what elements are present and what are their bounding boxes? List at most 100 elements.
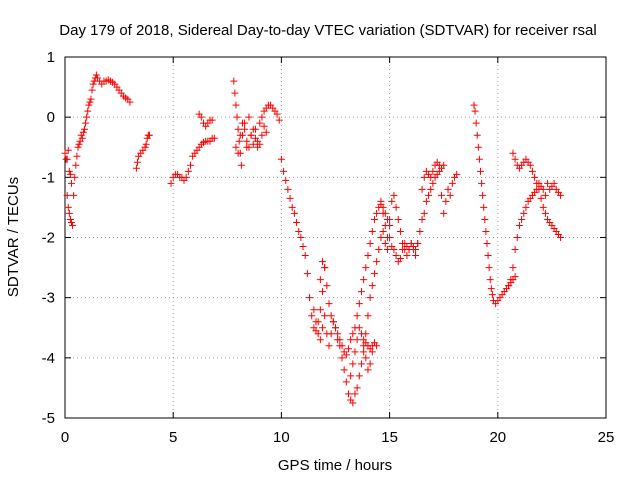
- data-point: [260, 122, 268, 130]
- data-point: [480, 203, 488, 211]
- data-point: [327, 330, 335, 338]
- data-point: [366, 360, 374, 368]
- data-point: [340, 366, 348, 374]
- data-point: [286, 194, 294, 202]
- data-point: [412, 252, 420, 260]
- data-point: [420, 173, 428, 181]
- data-point: [485, 264, 493, 272]
- data-point: [518, 215, 526, 223]
- data-point: [360, 276, 368, 284]
- data-point: [88, 86, 96, 94]
- data-point: [258, 131, 266, 139]
- data-point: [133, 158, 141, 166]
- data-point: [344, 345, 352, 353]
- data-point: [284, 185, 292, 193]
- data-point: [347, 336, 355, 344]
- y-tick-label: 0: [47, 109, 55, 126]
- data-point: [483, 240, 491, 248]
- data-point: [247, 131, 255, 139]
- data-point: [316, 306, 324, 314]
- data-point: [83, 113, 91, 121]
- data-point: [349, 399, 357, 407]
- data-point: [357, 288, 365, 296]
- data-point: [92, 71, 100, 79]
- data-point: [388, 197, 396, 205]
- data-point: [319, 288, 327, 296]
- data-point: [379, 203, 387, 211]
- data-point: [362, 264, 370, 272]
- y-axis-label: SDTVAR / TECUs: [5, 177, 22, 297]
- data-point: [386, 215, 394, 223]
- data-points: [61, 71, 565, 407]
- data-point: [232, 101, 240, 109]
- data-point: [197, 113, 205, 121]
- data-point: [509, 149, 517, 157]
- data-point: [357, 360, 365, 368]
- data-point: [349, 330, 357, 338]
- data-point: [306, 294, 314, 302]
- data-point: [78, 134, 86, 142]
- data-point: [379, 209, 387, 217]
- data-point: [526, 161, 534, 169]
- data-point: [435, 161, 443, 169]
- data-point: [89, 80, 97, 88]
- data-point: [301, 252, 309, 260]
- data-point: [442, 197, 450, 205]
- data-point: [471, 107, 479, 115]
- data-point: [418, 185, 426, 193]
- data-point: [429, 179, 437, 187]
- data-point: [63, 191, 71, 199]
- data-point: [364, 366, 372, 374]
- data-point: [392, 203, 400, 211]
- y-tick-label: -5: [42, 410, 55, 427]
- x-tick-label: 5: [169, 429, 177, 446]
- data-point: [482, 227, 490, 235]
- data-point: [126, 98, 134, 106]
- data-point: [85, 101, 93, 109]
- data-point: [353, 336, 361, 344]
- data-point: [511, 155, 519, 163]
- data-point: [347, 372, 355, 380]
- data-point: [65, 209, 73, 217]
- data-point: [241, 125, 249, 133]
- x-tick-label: 20: [489, 429, 506, 446]
- chart-title: Day 179 of 2018, Sidereal Day-to-day VTE…: [59, 22, 596, 39]
- data-point: [332, 324, 339, 332]
- data-point: [513, 234, 521, 241]
- data-point: [325, 342, 333, 350]
- data-point: [446, 191, 454, 199]
- data-point: [251, 134, 259, 142]
- data-point: [472, 119, 480, 127]
- data-point: [319, 258, 327, 266]
- x-axis-label: GPS time / hours: [278, 457, 392, 474]
- data-point: [364, 252, 372, 260]
- data-point: [66, 215, 74, 223]
- data-point: [288, 203, 296, 211]
- data-point: [505, 282, 513, 290]
- data-point: [528, 167, 536, 175]
- data-point: [75, 140, 83, 148]
- data-point: [381, 240, 389, 248]
- data-point: [327, 312, 335, 320]
- data-point: [476, 167, 484, 175]
- data-point: [355, 372, 363, 380]
- data-point: [321, 312, 329, 320]
- data-point: [64, 203, 72, 211]
- data-point: [145, 131, 153, 139]
- data-point: [245, 113, 253, 121]
- data-point: [321, 264, 329, 272]
- data-point: [353, 312, 361, 320]
- data-point: [444, 185, 452, 193]
- data-point: [182, 173, 190, 181]
- data-point: [487, 285, 495, 293]
- data-point: [344, 390, 352, 398]
- data-point: [66, 170, 74, 178]
- data-point: [438, 191, 446, 199]
- data-point: [234, 125, 242, 133]
- data-point: [61, 149, 69, 157]
- data-point: [440, 209, 448, 217]
- data-point: [167, 179, 175, 187]
- data-point: [69, 221, 77, 229]
- data-point: [82, 119, 90, 127]
